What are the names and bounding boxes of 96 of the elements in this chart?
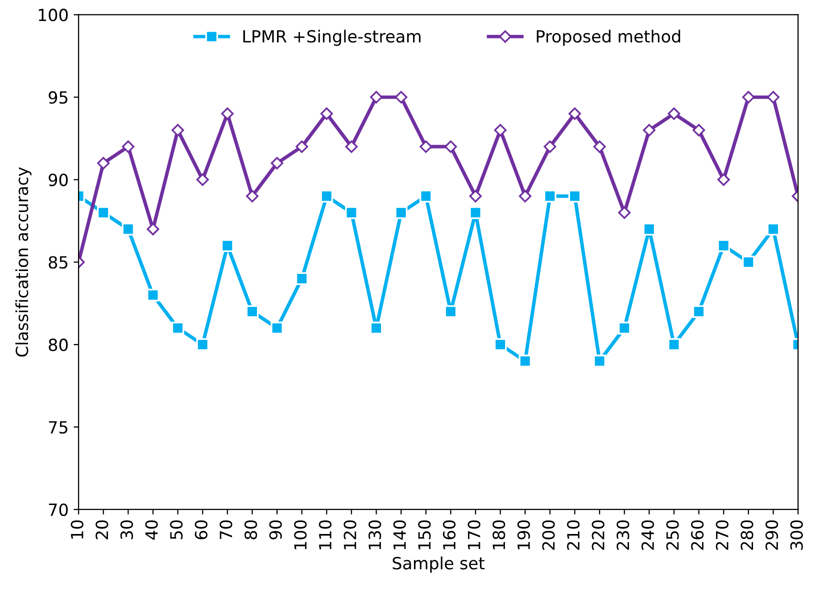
point	[420, 140, 432, 153]
x-tick-label: 240	[641, 520, 654, 550]
point	[642, 222, 656, 236]
point	[518, 354, 532, 368]
point	[96, 206, 110, 220]
point	[370, 322, 383, 334]
point	[766, 222, 780, 236]
point	[345, 140, 358, 153]
point	[692, 305, 706, 318]
point	[444, 305, 458, 318]
x-tick-label: 300	[790, 520, 803, 550]
point	[469, 190, 482, 202]
x-tick-label: 80	[244, 520, 258, 540]
y-axis-title: Classification accuracy	[15, 167, 32, 357]
x-tick-label: 90	[269, 520, 282, 540]
x-tick-label: 120	[344, 520, 356, 550]
x-tick-label: 150	[418, 520, 431, 550]
point	[568, 107, 581, 120]
y-tick-label: 90	[48, 174, 68, 186]
point	[171, 322, 184, 334]
x-tick-label: 180	[492, 520, 506, 550]
point	[394, 90, 408, 104]
point	[444, 140, 457, 153]
point	[370, 90, 383, 104]
x-tick-label: 270	[716, 520, 728, 550]
point	[593, 140, 606, 153]
point	[246, 305, 259, 318]
x-tick-label: 130	[368, 520, 382, 550]
x-tick-label: 10	[70, 520, 84, 539]
point	[296, 140, 308, 153]
point	[196, 173, 209, 186]
point	[295, 272, 308, 285]
point	[642, 124, 656, 136]
point	[717, 173, 730, 186]
x-tick-label: 140	[393, 520, 406, 550]
point	[172, 124, 184, 136]
point	[97, 156, 110, 170]
x-tick-label: 30	[120, 520, 134, 540]
point	[122, 222, 135, 236]
x-tick-label: 260	[691, 520, 704, 550]
point	[394, 206, 408, 220]
x-tick-label: 20	[96, 520, 108, 540]
x-tick-label: 100	[294, 520, 307, 550]
point	[270, 156, 284, 170]
x-tick-label: 170	[468, 520, 480, 550]
point	[544, 140, 556, 153]
point	[122, 140, 134, 153]
x-tick-label: 60	[194, 520, 208, 540]
point	[469, 206, 482, 220]
point	[270, 322, 284, 334]
point	[668, 107, 680, 120]
point	[320, 190, 334, 203]
x-tick-label: 160	[442, 520, 456, 550]
point	[742, 256, 755, 268]
x-tick-label: 220	[592, 520, 604, 550]
point	[494, 338, 507, 351]
point	[518, 190, 532, 202]
x-tick-label: 40	[145, 520, 158, 540]
x-tick-label: 70	[220, 520, 232, 540]
x-tick-label: 110	[318, 520, 332, 550]
x-tick-label: 200	[542, 520, 555, 550]
point	[593, 354, 606, 368]
point	[767, 90, 780, 104]
point	[544, 190, 556, 203]
y-tick-label: 80	[48, 338, 68, 352]
y-tick-label: 75	[49, 421, 68, 434]
x-tick-label: 210	[566, 520, 580, 550]
point	[246, 190, 258, 202]
y-tick-label: 70	[49, 503, 68, 516]
point	[568, 190, 582, 203]
y-tick-label: 95	[48, 91, 68, 104]
x-tick-label: 290	[765, 520, 778, 550]
y-tick-label: 100	[38, 8, 68, 22]
x-axis-title: Sample set	[392, 556, 485, 573]
point	[196, 338, 210, 351]
x-tick-label: 230	[616, 520, 630, 550]
x-tick-label: 50	[170, 520, 183, 540]
point	[221, 107, 234, 120]
point	[692, 124, 706, 136]
y-tick-label: 85	[48, 256, 68, 269]
point	[146, 288, 160, 302]
x-tick-label: 190	[517, 520, 530, 550]
point	[345, 206, 358, 220]
x-tick-label: 280	[740, 520, 754, 550]
point	[494, 124, 507, 136]
x-tick-label: 250	[666, 520, 679, 550]
legend-label: LPMR +Single-stream	[243, 30, 420, 46]
point	[742, 90, 755, 104]
point	[618, 322, 631, 334]
point	[221, 239, 234, 252]
point	[320, 107, 333, 120]
point	[717, 239, 730, 252]
point	[668, 338, 680, 351]
legend-label: Proposed method	[536, 30, 680, 46]
point	[420, 190, 432, 203]
point	[618, 206, 631, 219]
